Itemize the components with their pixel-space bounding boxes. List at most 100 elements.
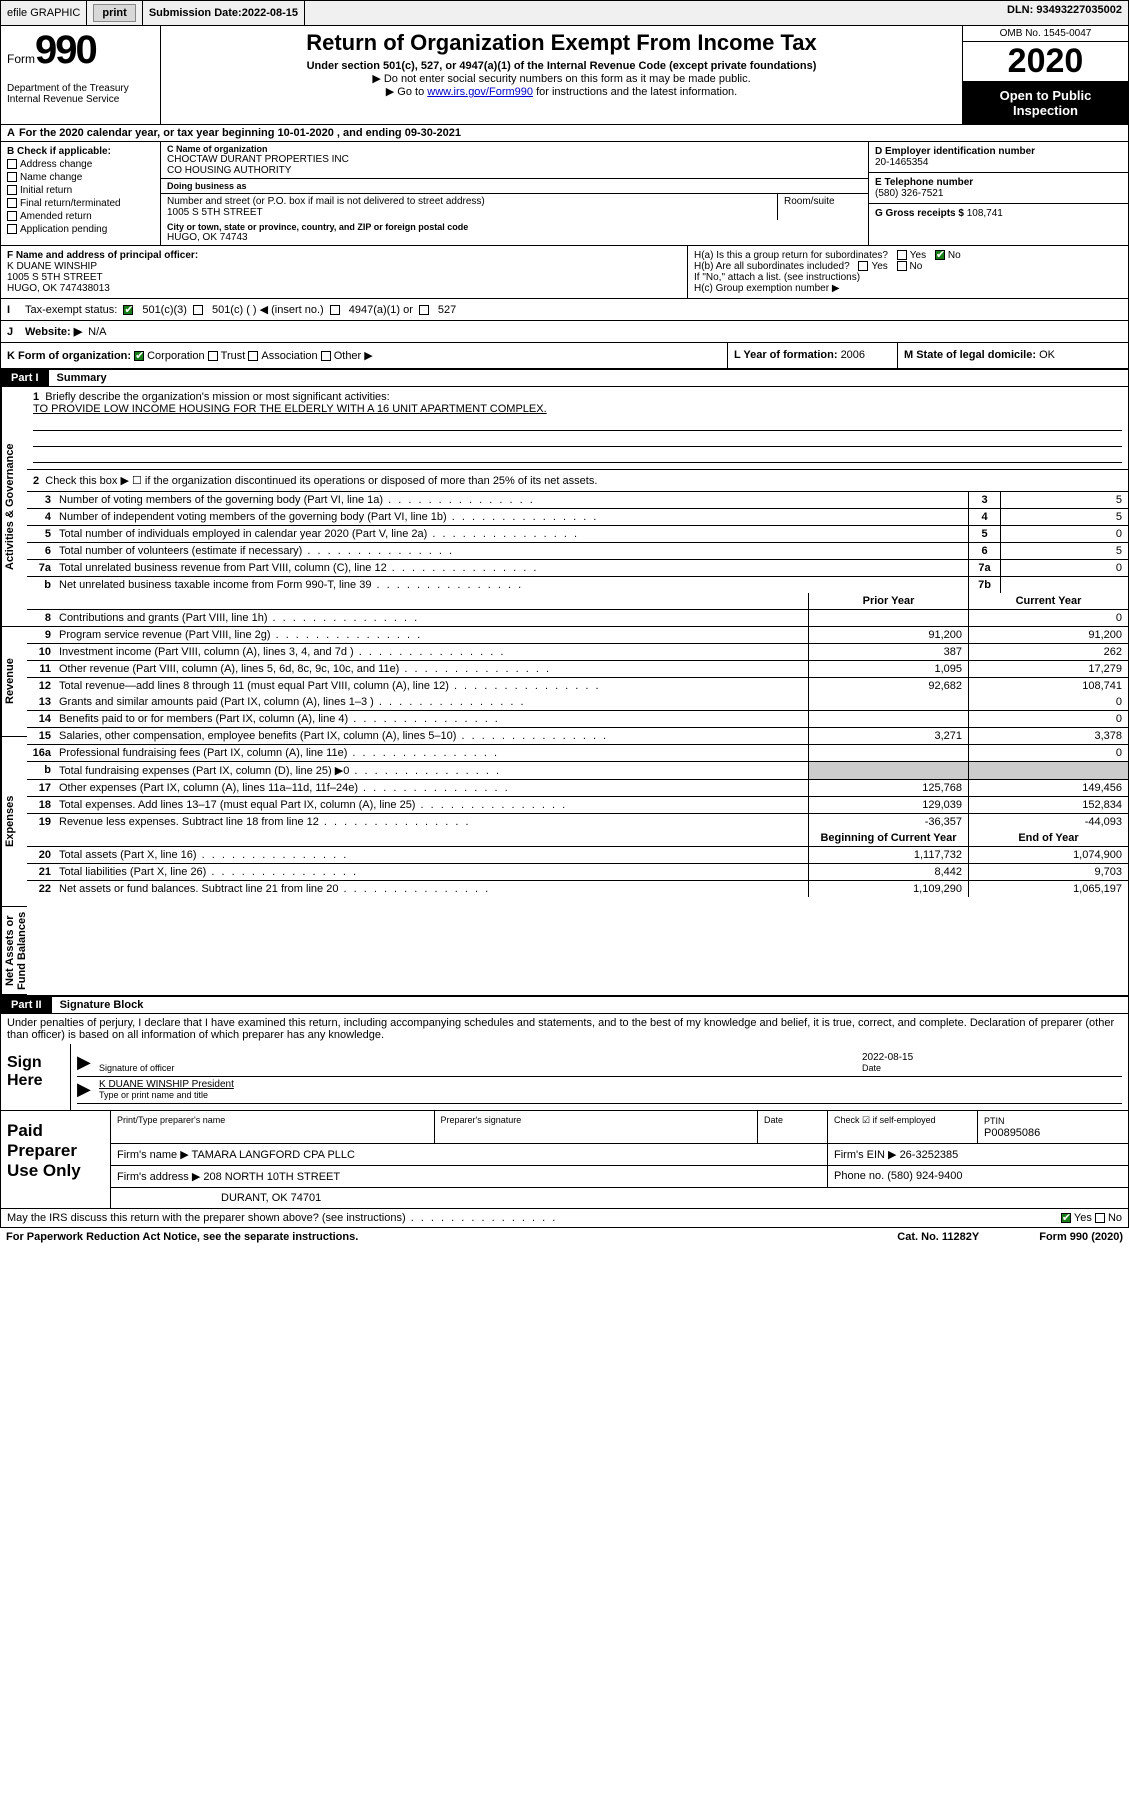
hb-yes[interactable] [858,261,868,271]
paid-preparer: Paid Preparer Use Only Print/Type prepar… [0,1111,1129,1209]
org-name: C Name of organization CHOCTAW DURANT PR… [161,142,868,179]
firm-ein: Firm's EIN ▶ 26-3252385 [828,1144,1128,1165]
tax-exempt-status: I Tax-exempt status: 501(c)(3) 501(c) ( … [0,299,1129,321]
table-row: 18Total expenses. Add lines 13–17 (must … [27,797,1128,814]
chk-4947[interactable] [330,305,340,315]
chk-address-change[interactable]: Address change [7,159,154,170]
sig-date: 2022-08-15Date [862,1052,1122,1074]
net-header: Beginning of Current Year End of Year [27,830,1128,847]
table-row: 5Total number of individuals employed in… [27,526,1128,543]
website-row: J Website: ▶ N/A [0,321,1129,343]
table-row: 12Total revenue—add lines 8 through 11 (… [27,678,1128,694]
side-netassets: Net Assets or Fund Balances [1,907,27,995]
klm-row: K Form of organization: Corporation Trus… [0,343,1129,369]
department: Department of the Treasury Internal Reve… [7,83,154,105]
chk-pending[interactable]: Application pending [7,224,154,235]
hint-ssn: Do not enter social security numbers on … [167,72,956,85]
table-row: 7aTotal unrelated business revenue from … [27,560,1128,577]
preparer-name: Print/Type preparer's name [111,1111,435,1143]
officer-name: K DUANE WINSHIP PresidentType or print n… [99,1079,1122,1101]
ha-no[interactable] [935,250,945,260]
perjury-declaration: Under penalties of perjury, I declare th… [1,1014,1128,1044]
chk-assoc[interactable] [248,351,258,361]
form-title: Return of Organization Exempt From Incom… [167,30,956,56]
table-row: 4Number of independent voting members of… [27,509,1128,526]
print-button[interactable]: print [87,1,142,25]
irs-link[interactable]: www.irs.gov/Form990 [427,86,533,98]
street-address: Number and street (or P.O. box if mail i… [161,194,778,220]
self-employed-check[interactable]: Check ☑ if self-employed [828,1111,978,1143]
table-row: 15Salaries, other compensation, employee… [27,728,1128,745]
summary-table: Activities & Governance Revenue Expenses… [0,387,1129,996]
prior-current-header: Prior Year Current Year [27,593,1128,610]
q2-discontinued: 2 Check this box ▶ ☐ if the organization… [27,470,1128,492]
chk-other[interactable] [321,351,331,361]
box-b: B Check if applicable: Address change Na… [1,142,161,245]
part2-header: Part II Signature Block [0,996,1129,1014]
dln: DLN: 93493227035002 [1001,1,1128,25]
signature-block: Under penalties of perjury, I declare th… [0,1014,1129,1111]
side-expenses: Expenses [1,737,27,907]
table-row: 13Grants and similar amounts paid (Part … [27,694,1128,711]
chk-501c[interactable] [193,305,203,315]
period-row: AFor the 2020 calendar year, or tax year… [0,125,1129,142]
principal-officer: F Name and address of principal officer:… [1,246,688,298]
officer-signature[interactable]: Signature of officer [99,1052,854,1074]
table-row: 16aProfessional fundraising fees (Part I… [27,745,1128,762]
sign-here-label: Sign Here [1,1044,71,1110]
table-row: 3Number of voting members of the governi… [27,492,1128,509]
sig-arrow-icon: ▶ [77,1079,91,1101]
topbar: efile GRAPHIC print Submission Date: 202… [0,0,1129,26]
side-governance: Activities & Governance [1,387,27,627]
submission-date: Submission Date: 2022-08-15 [143,1,305,25]
table-row: 21Total liabilities (Part X, line 26)8,4… [27,864,1128,881]
hb-subordinates: H(b) Are all subordinates included? Yes … [694,261,1122,272]
officer-group-grid: F Name and address of principal officer:… [0,246,1129,299]
hb-no[interactable] [897,261,907,271]
gross-receipts: G Gross receipts $ 108,741 [869,204,1128,223]
table-row: 19Revenue less expenses. Subtract line 1… [27,814,1128,830]
table-row: 6Total number of volunteers (estimate if… [27,543,1128,560]
chk-527[interactable] [419,305,429,315]
omb-number: OMB No. 1545-0047 [963,26,1128,42]
firm-city: DURANT, OK 74701 [111,1188,1128,1208]
part1-header: Part I Summary [0,369,1129,387]
hc-exemption: H(c) Group exemption number ▶ [694,283,1122,294]
telephone: E Telephone number (580) 326-7521 [869,173,1128,204]
chk-name-change[interactable]: Name change [7,172,154,183]
chk-final-return[interactable]: Final return/terminated [7,198,154,209]
chk-501c3[interactable] [123,305,133,315]
firm-address: Firm's address ▶ 208 NORTH 10TH STREET [111,1166,828,1187]
table-row: 11Other revenue (Part VIII, column (A), … [27,661,1128,678]
preparer-date: Date [758,1111,828,1143]
discuss-row: May the IRS discuss this return with the… [0,1209,1129,1228]
table-row: 10Investment income (Part VIII, column (… [27,644,1128,661]
ptin: PTINP00895086 [978,1111,1128,1143]
chk-amended[interactable]: Amended return [7,211,154,222]
tax-year: 2020 [963,42,1128,82]
firm-phone: Phone no. (580) 924-9400 [828,1166,1128,1187]
table-row: 17Other expenses (Part IX, column (A), l… [27,780,1128,797]
year-formation: L Year of formation: 2006 [728,343,898,368]
q1-mission: 1 Briefly describe the organization's mi… [27,387,1128,470]
table-row: bNet unrelated business taxable income f… [27,577,1128,593]
preparer-sig: Preparer's signature [435,1111,759,1143]
form-header: Form990 Department of the Treasury Inter… [0,26,1129,125]
chk-trust[interactable] [208,351,218,361]
hb-note: If "No," attach a list. (see instruction… [694,272,1122,283]
ha-yes[interactable] [897,250,907,260]
form-subtitle: Under section 501(c), 527, or 4947(a)(1)… [167,60,956,72]
chk-initial-return[interactable]: Initial return [7,185,154,196]
discuss-yes[interactable] [1061,1213,1071,1223]
table-row: 9Program service revenue (Part VIII, lin… [27,627,1128,644]
efile-label: efile GRAPHIC [1,1,87,25]
state-domicile: M State of legal domicile: OK [898,343,1128,368]
discuss-no[interactable] [1095,1213,1105,1223]
form-number: Form990 [7,28,154,73]
table-row: 20Total assets (Part X, line 16)1,117,73… [27,847,1128,864]
table-row: 22Net assets or fund balances. Subtract … [27,881,1128,897]
dba: Doing business as [161,179,868,194]
hint-link: Go to www.irs.gov/Form990 for instructio… [167,85,956,98]
chk-corp[interactable] [134,351,144,361]
sig-arrow-icon: ▶ [77,1052,91,1074]
